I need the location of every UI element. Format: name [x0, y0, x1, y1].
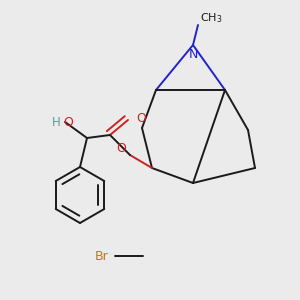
Text: O: O [136, 112, 146, 124]
Text: CH$_3$: CH$_3$ [200, 11, 223, 25]
Text: H: H [52, 116, 60, 128]
Text: N: N [188, 49, 198, 62]
Text: Br: Br [94, 250, 108, 262]
Text: O: O [63, 116, 73, 128]
Text: O: O [116, 142, 126, 154]
